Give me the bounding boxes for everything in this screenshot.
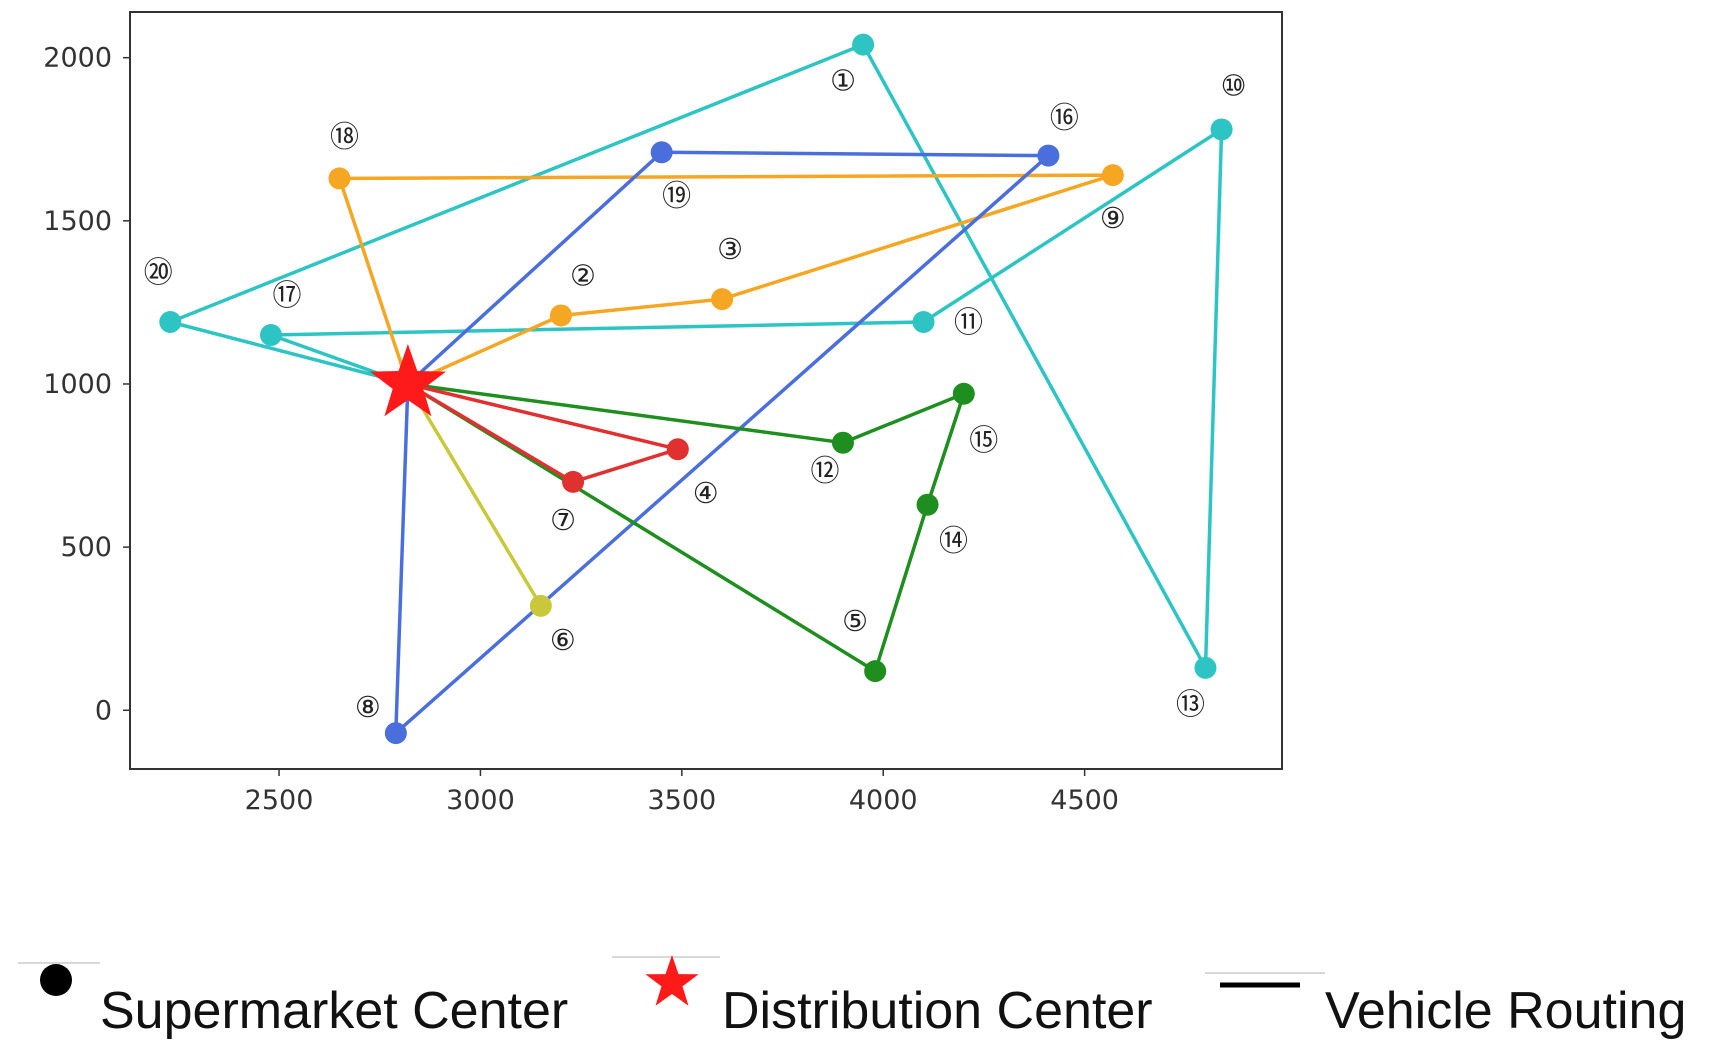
- supermarket-point-16: [1037, 144, 1060, 167]
- supermarket-point-18: [328, 167, 351, 190]
- x-tick-label: 4500: [1050, 785, 1119, 816]
- supermarket-point-20: [159, 310, 182, 333]
- node-label-17: ⑰: [272, 278, 301, 312]
- node-label-16: ⑯: [1050, 101, 1079, 135]
- nodes-layer: [159, 33, 1233, 745]
- route-line-1: [168, 42, 1224, 670]
- route-line-4: [406, 382, 966, 673]
- supermarket-point-4: [666, 438, 689, 461]
- supermarket-point-5: [864, 660, 887, 683]
- y-tick-label: 500: [60, 532, 112, 563]
- supermarket-point-13: [1194, 656, 1217, 679]
- distribution-center-star: [369, 344, 446, 417]
- supermarket-point-11: [912, 310, 935, 333]
- legend-distribution-label: Distribution Center: [722, 982, 1153, 1040]
- node-label-4: ④: [693, 476, 719, 510]
- node-label-20: ⑳: [144, 255, 173, 289]
- depot-layer: [369, 344, 446, 417]
- route-line-5: [407, 382, 680, 484]
- x-axis-ticks: 2500 3000 3500 4000 4500: [245, 769, 1119, 816]
- plot-frame: [129, 11, 1283, 770]
- supermarket-point-10: [1210, 118, 1233, 141]
- supermarket-point-3: [711, 288, 734, 311]
- route-line-6: [406, 383, 543, 607]
- node-label-13: ⑬: [1176, 687, 1205, 721]
- x-tick-label: 3500: [647, 785, 716, 816]
- node-label-9: ⑨: [1100, 201, 1126, 235]
- y-tick-label: 2000: [43, 43, 112, 74]
- node-label-1: ①: [830, 64, 856, 98]
- supermarket-point-6: [529, 594, 552, 617]
- node-label-14: ⑭: [939, 524, 968, 558]
- node-label-10: ⑩: [1221, 68, 1247, 102]
- supermarket-point-12: [831, 431, 854, 454]
- node-label-5: ⑤: [842, 604, 868, 638]
- supermarket-point-17: [259, 324, 282, 347]
- y-tick-label: 1000: [43, 369, 112, 400]
- node-label-18: ⑱: [330, 119, 359, 153]
- node-label-12: ⑫: [810, 454, 839, 488]
- supermarket-point-8: [384, 722, 407, 745]
- supermarket-point-19: [650, 141, 673, 164]
- y-axis-ticks: 0 500 1000 1500 2000: [43, 43, 130, 726]
- route-line-2: [337, 173, 1115, 386]
- y-tick-label: 1500: [43, 206, 112, 237]
- node-label-3: ③: [717, 232, 743, 266]
- routes-layer: [168, 42, 1224, 735]
- x-tick-label: 2500: [245, 785, 314, 816]
- legend-supermarket-label: Supermarket Center: [100, 982, 568, 1040]
- legend-star-marker: [645, 955, 699, 1006]
- supermarket-point-9: [1101, 164, 1124, 187]
- legend-vehicle-routing-label: Vehicle Routing: [1325, 982, 1686, 1040]
- legend-dot-marker: [40, 964, 72, 996]
- supermarket-point-7: [562, 470, 585, 493]
- x-tick-label: 3000: [446, 785, 515, 816]
- legend: Supermarket Center Distribution Center V…: [18, 955, 1686, 1040]
- node-label-11: ⑪: [954, 305, 983, 339]
- supermarket-point-1: [852, 33, 875, 56]
- supermarket-point-15: [952, 382, 975, 405]
- node-label-19: ⑲: [662, 178, 691, 212]
- node-label-2: ②: [570, 258, 596, 292]
- node-label-8: ⑧: [355, 690, 381, 724]
- y-tick-label: 0: [95, 695, 112, 726]
- node-label-6: ⑥: [550, 623, 576, 657]
- node-labels-layer: ① ② ③ ④ ⑤ ⑥ ⑦ ⑧ ⑨ ⑩ ⑪ ⑫ ⑬ ⑭ ⑮ ⑯ ⑰ ⑱ ⑲ ⑳: [144, 64, 1247, 724]
- node-label-15: ⑮: [969, 423, 998, 457]
- supermarket-point-2: [549, 304, 572, 327]
- supermarket-point-14: [916, 493, 939, 516]
- node-label-7: ⑦: [550, 503, 576, 537]
- x-tick-label: 4000: [849, 785, 918, 816]
